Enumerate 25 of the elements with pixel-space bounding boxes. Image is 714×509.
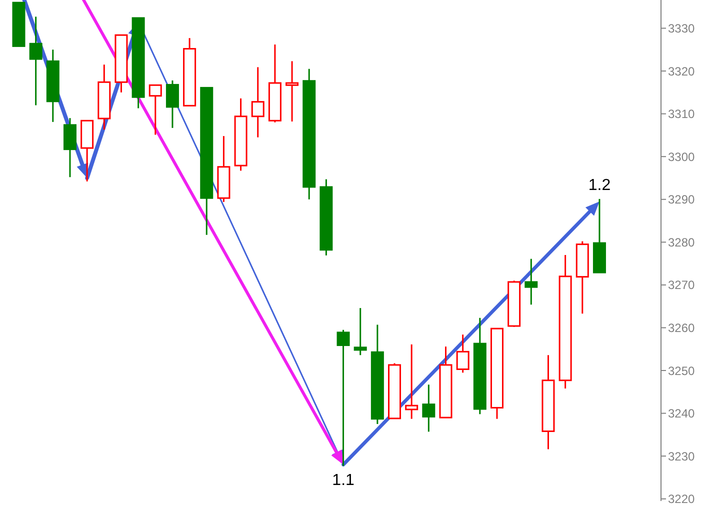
y-tick-label: 3280 (668, 235, 696, 250)
candlestick (456, 334, 470, 374)
candlestick (422, 384, 436, 432)
candlestick (354, 307, 367, 356)
candlestick (336, 329, 350, 467)
y-tick-label: 3220 (668, 492, 696, 506)
candlestick (251, 66, 264, 138)
y-tick-label: 3330 (668, 21, 696, 36)
annotation: 1.2 (587, 176, 612, 195)
candlestick (405, 344, 418, 420)
y-tick-label: 3290 (668, 192, 696, 207)
y-tick-label: 3250 (668, 364, 696, 378)
candlestick (148, 84, 162, 136)
y-tick-label: 3240 (668, 406, 696, 421)
y-tick-label: 3230 (668, 449, 696, 464)
y-tick-label: 3260 (668, 320, 696, 335)
annotation: 1.1 (331, 472, 356, 490)
candlestick (29, 16, 42, 106)
candlestick (524, 258, 538, 306)
candlestick (166, 80, 179, 129)
y-tick-label: 3310 (668, 107, 696, 122)
y-tick-label: 3300 (668, 150, 696, 164)
y-tick-label: 3320 (668, 64, 696, 78)
candlestick (286, 60, 299, 122)
y-tick-label: 3270 (668, 278, 696, 292)
